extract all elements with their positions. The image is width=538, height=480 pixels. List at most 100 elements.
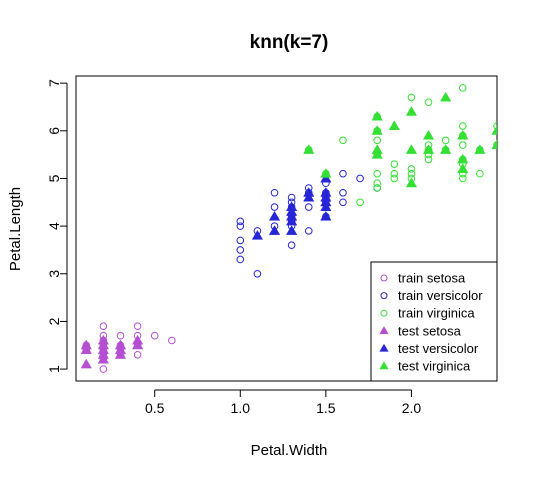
chart-title: knn(k=7) [250,32,329,53]
data-point [422,144,435,154]
data-points [80,84,497,373]
data-point [236,255,245,264]
legend: train setosa train versicolor train virgin… [370,261,498,382]
y-tick-label: 7 [46,79,62,87]
data-point [371,110,383,121]
data-point [236,246,245,254]
data-point [287,241,296,249]
legend-label: train virginica [398,306,475,321]
data-point [285,206,298,216]
x-tick-label: 1.0 [231,400,251,416]
data-point [304,227,313,235]
data-point [407,169,416,178]
data-point [339,136,347,145]
data-point [320,167,332,178]
series-test-virginica [303,91,497,188]
data-point [133,350,142,359]
legend-label: train setosa [398,271,466,286]
data-point [114,349,127,359]
data-point [491,139,497,150]
data-point [458,122,467,130]
data-point [320,191,332,202]
data-point [371,148,383,159]
data-point [236,236,245,245]
data-point [339,188,347,197]
data-point [457,129,469,140]
data-point [371,144,383,154]
data-point [114,339,127,350]
x-tick-label: 0.5 [145,400,165,416]
data-point [80,339,92,350]
legend-box [370,261,498,382]
legend-marker [379,361,389,370]
data-point [390,174,399,183]
data-point [458,141,467,149]
data-point [99,322,108,330]
data-point [339,169,347,178]
series-train-versicolor [236,169,382,278]
data-point [80,344,92,355]
data-point [373,179,382,188]
data-point [320,201,332,212]
data-point [303,144,315,154]
legend-label: train versicolor [398,288,483,303]
y-tick-label: 6 [46,127,62,135]
legend-marker [380,274,388,282]
data-point [285,225,298,235]
legend-marker [380,309,388,317]
data-point [320,172,332,183]
data-point [97,344,110,355]
data-point [116,331,125,340]
data-point [371,125,383,135]
data-point [320,210,332,221]
data-point [236,222,245,230]
y-tick-label: 5 [46,174,62,182]
data-point [373,136,382,145]
legend-label: test versicolor [398,341,479,356]
data-point [131,339,144,350]
data-point [251,229,264,240]
data-point [80,358,92,369]
data-point [493,122,497,130]
data-point [285,210,298,221]
data-point [270,188,279,197]
legend-marker [379,326,389,335]
y-tick-label: 2 [46,317,62,325]
data-point [253,269,262,278]
data-point [303,187,315,197]
data-point [304,203,313,211]
data-point [405,106,418,116]
data-point [405,177,418,188]
data-point [457,163,469,173]
data-point [457,153,469,164]
data-point [388,120,400,131]
legend-label: test virginica [398,359,471,374]
data-point [114,344,127,355]
data-point [99,365,108,373]
y-axis: 1 2 3 4 5 6 7 [46,79,68,373]
legend-marker [379,343,389,352]
data-point [476,169,484,178]
plot-frame [75,75,498,382]
data-point [422,129,435,140]
data-point [390,169,399,178]
legend-label: test setosa [398,323,462,338]
y-tick-label: 3 [46,270,62,278]
x-tick-label: 1.5 [316,400,336,416]
series-test-setosa [80,334,144,369]
data-point [150,331,159,340]
data-point [474,144,486,154]
data-point [168,336,176,345]
x-axis-label: Petal.Width [251,442,328,459]
data-point [356,198,364,207]
x-axis: 0.5 1.0 1.5 2.0 [145,389,421,416]
data-point [405,144,418,154]
y-tick-label: 4 [46,222,62,230]
series-train-virginica [304,84,497,207]
data-point [97,339,110,350]
data-point [373,184,382,192]
data-point [270,203,279,211]
legend-marker [380,292,388,300]
data-point [356,174,364,183]
